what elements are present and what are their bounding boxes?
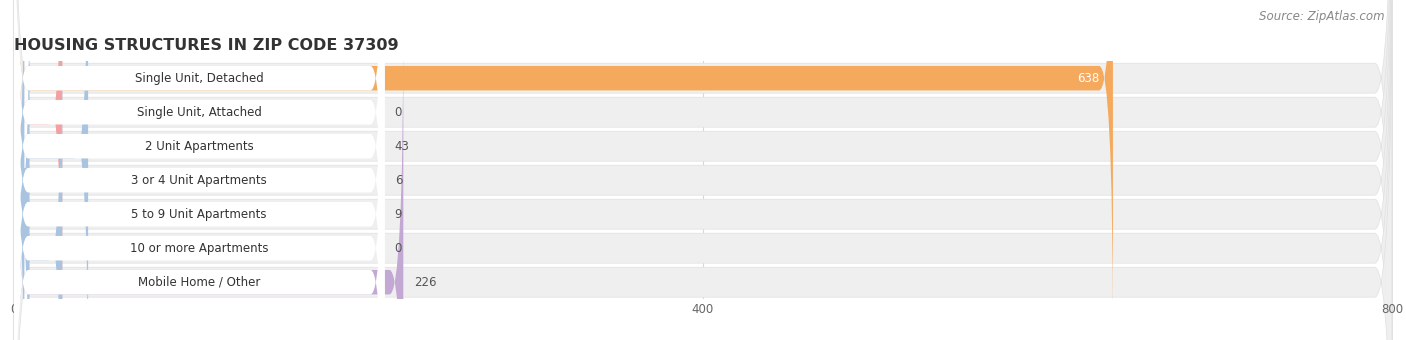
FancyBboxPatch shape xyxy=(14,0,1392,340)
Text: 2 Unit Apartments: 2 Unit Apartments xyxy=(145,140,253,153)
FancyBboxPatch shape xyxy=(14,0,1392,340)
Text: 0: 0 xyxy=(395,106,402,119)
Text: 10 or more Apartments: 10 or more Apartments xyxy=(129,242,269,255)
FancyBboxPatch shape xyxy=(14,0,1392,340)
Text: 5 to 9 Unit Apartments: 5 to 9 Unit Apartments xyxy=(132,208,267,221)
FancyBboxPatch shape xyxy=(14,0,62,340)
FancyBboxPatch shape xyxy=(14,0,384,340)
FancyBboxPatch shape xyxy=(14,0,384,340)
FancyBboxPatch shape xyxy=(14,0,62,340)
Text: 638: 638 xyxy=(1077,72,1099,85)
Text: 9: 9 xyxy=(395,208,402,221)
Text: Single Unit, Attached: Single Unit, Attached xyxy=(136,106,262,119)
FancyBboxPatch shape xyxy=(14,0,384,340)
FancyBboxPatch shape xyxy=(14,0,30,340)
FancyBboxPatch shape xyxy=(14,0,384,340)
Text: Source: ZipAtlas.com: Source: ZipAtlas.com xyxy=(1260,10,1385,23)
FancyBboxPatch shape xyxy=(14,0,1392,340)
FancyBboxPatch shape xyxy=(11,0,28,340)
Text: 226: 226 xyxy=(413,276,436,289)
FancyBboxPatch shape xyxy=(14,0,1392,340)
FancyBboxPatch shape xyxy=(14,22,384,340)
FancyBboxPatch shape xyxy=(14,0,1392,340)
FancyBboxPatch shape xyxy=(14,0,1392,340)
FancyBboxPatch shape xyxy=(14,22,404,340)
Text: Mobile Home / Other: Mobile Home / Other xyxy=(138,276,260,289)
FancyBboxPatch shape xyxy=(14,0,384,340)
Text: 3 or 4 Unit Apartments: 3 or 4 Unit Apartments xyxy=(131,174,267,187)
Text: 43: 43 xyxy=(395,140,409,153)
FancyBboxPatch shape xyxy=(14,0,89,340)
FancyBboxPatch shape xyxy=(14,0,384,338)
Text: HOUSING STRUCTURES IN ZIP CODE 37309: HOUSING STRUCTURES IN ZIP CODE 37309 xyxy=(14,38,399,53)
Text: Single Unit, Detached: Single Unit, Detached xyxy=(135,72,263,85)
Text: 0: 0 xyxy=(395,242,402,255)
Text: 6: 6 xyxy=(395,174,402,187)
FancyBboxPatch shape xyxy=(14,0,1114,338)
